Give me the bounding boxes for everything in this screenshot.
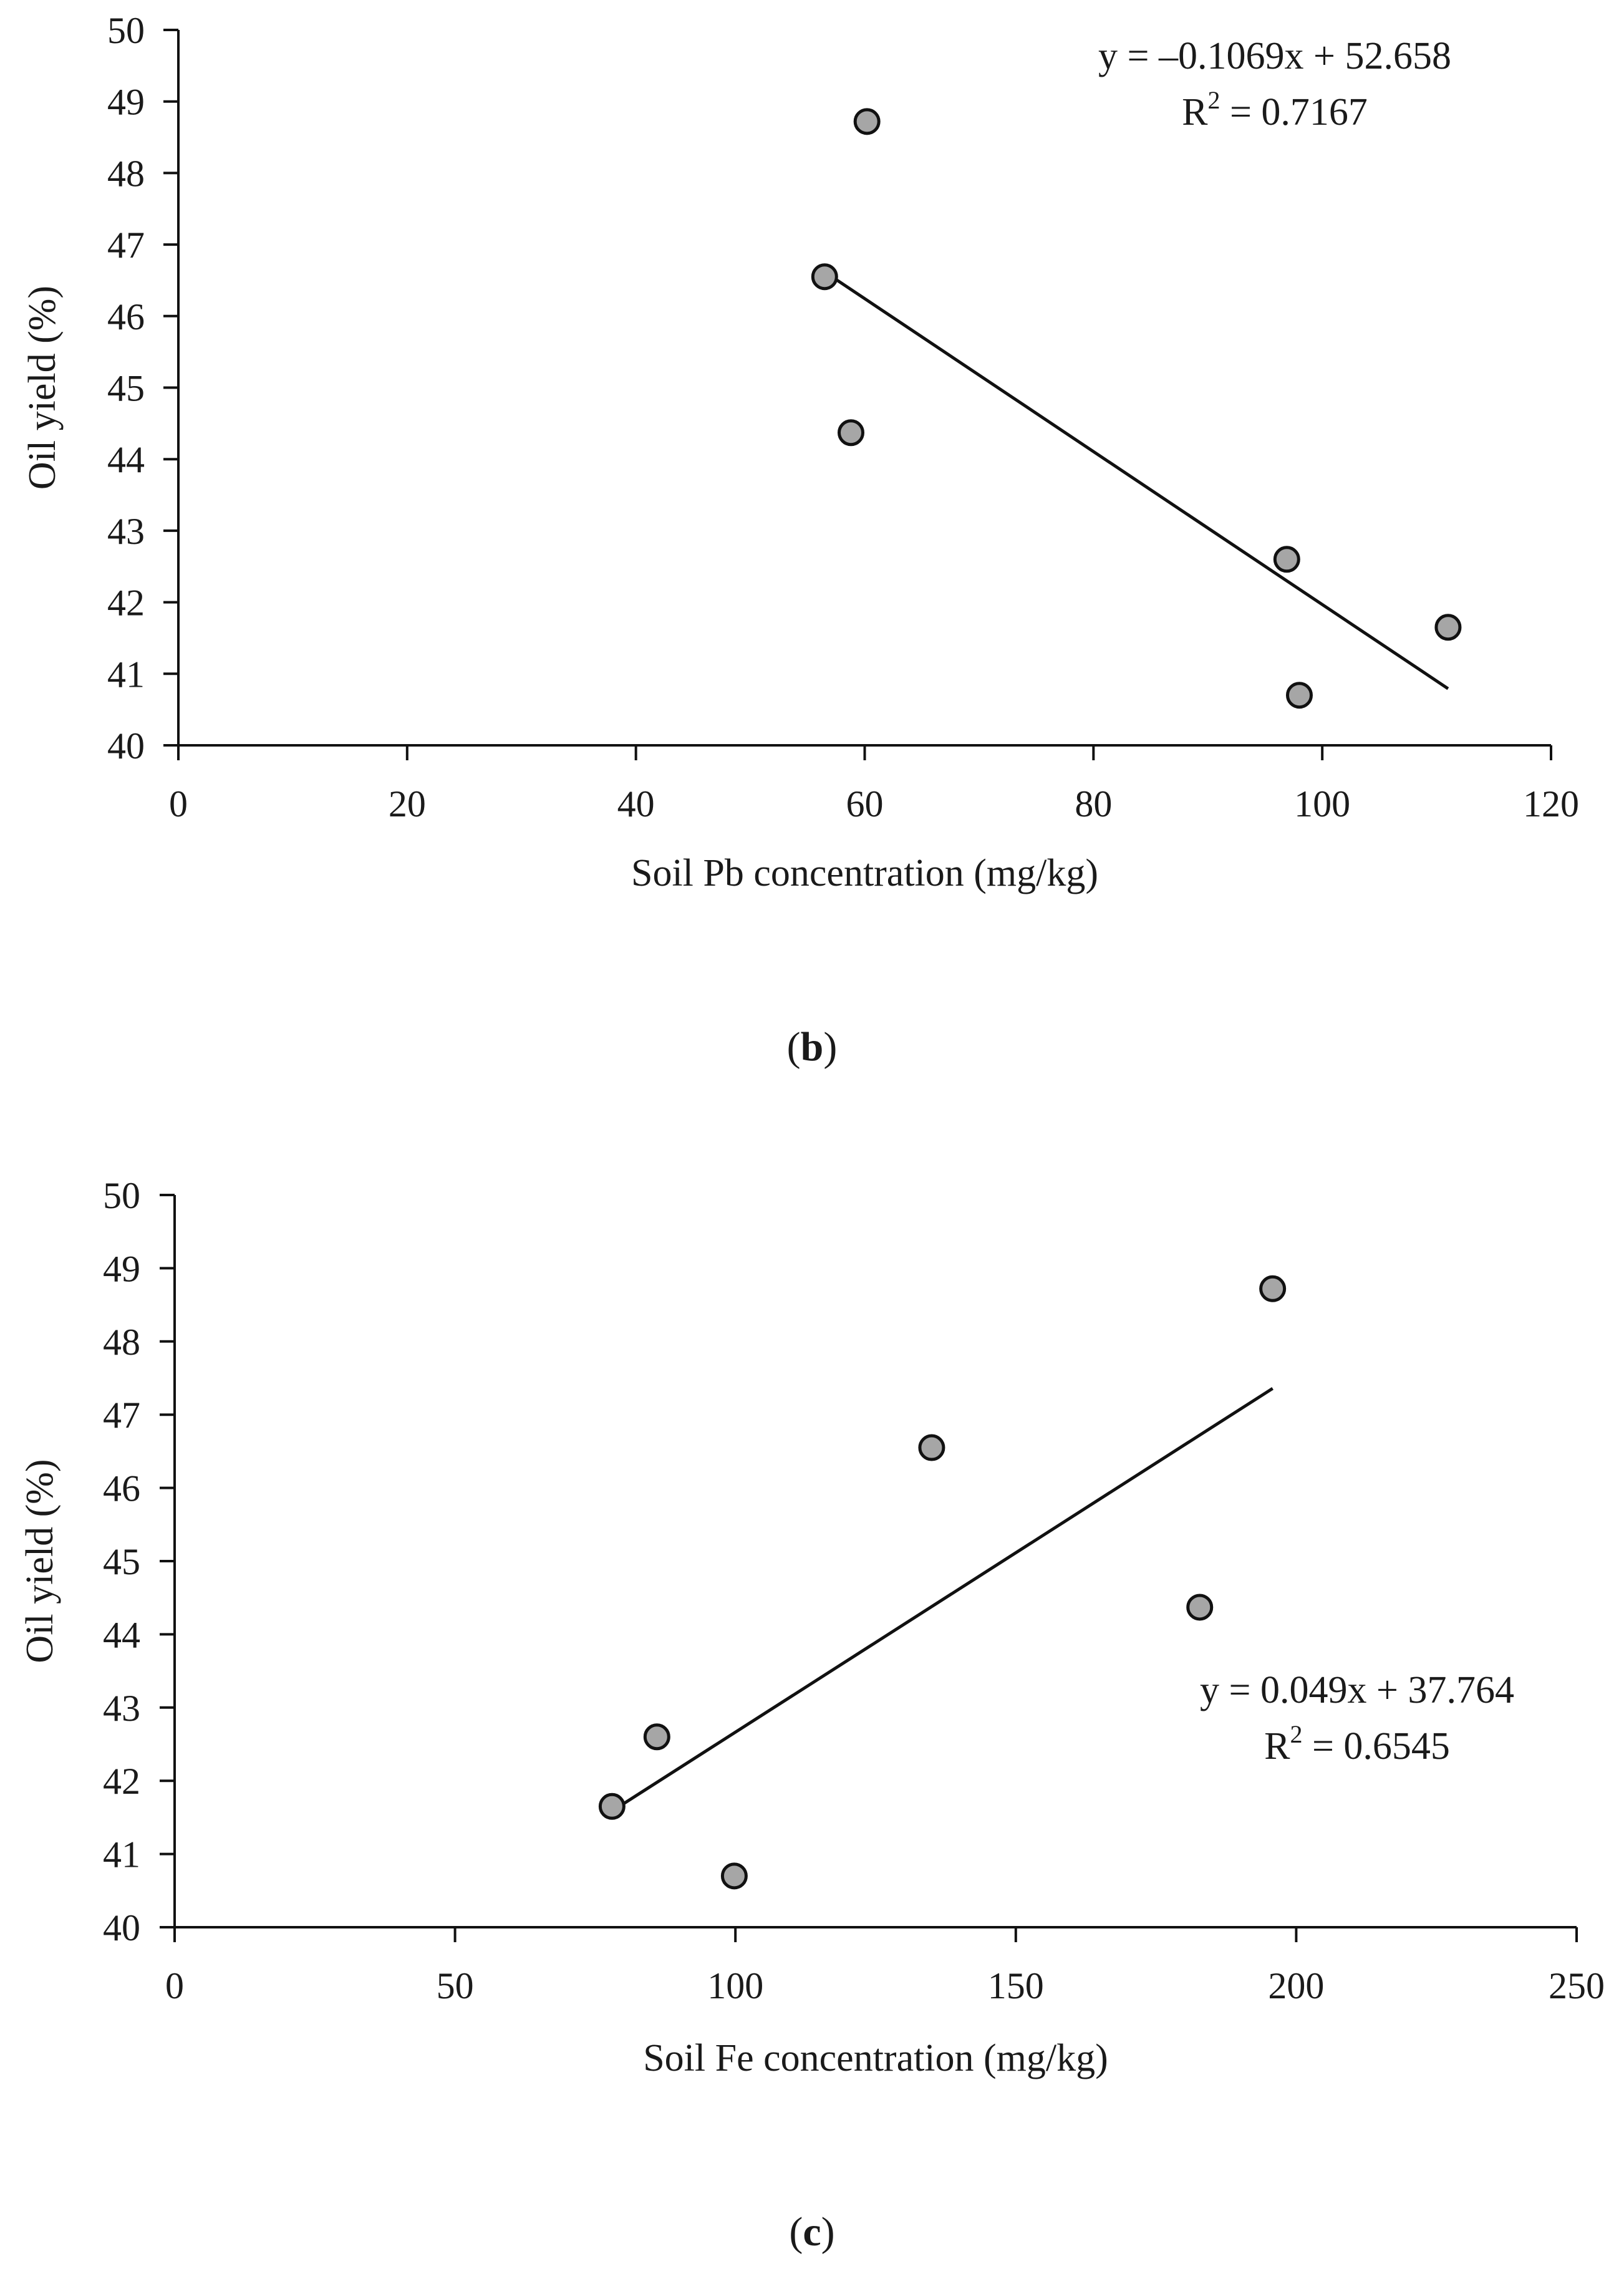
y-tick-label: 40: [103, 1907, 140, 1948]
y-tick-label: 41: [107, 654, 145, 695]
y-tick-label: 45: [107, 368, 145, 409]
y-tick-label: 46: [107, 296, 145, 337]
data-point: [1434, 614, 1462, 641]
y-tick-label: 44: [103, 1614, 140, 1655]
y-tick-label: 47: [107, 225, 145, 266]
x-tick-label: 80: [1075, 783, 1112, 825]
panel-label-open: (: [787, 1024, 801, 1070]
data-point: [918, 1434, 945, 1461]
x-tick-label: 120: [1523, 783, 1579, 825]
y-tick-label: 49: [103, 1248, 140, 1289]
r-squared: R2 = 0.6545: [1264, 1720, 1450, 1768]
y-tick-label: 48: [103, 1322, 140, 1363]
x-tick-label: 0: [169, 783, 188, 825]
x-tick-label: 100: [707, 1965, 763, 2006]
r-squared-prefix: R: [1182, 91, 1208, 133]
trendline-equation: y = 0.049x + 37.764: [1200, 1669, 1514, 1711]
panel-label: (c): [789, 2209, 834, 2255]
x-tick-label: 250: [1549, 1965, 1605, 2006]
x-tick-label: 0: [165, 1965, 184, 2006]
y-tick-label: 43: [103, 1688, 140, 1729]
data-point: [598, 1793, 626, 1820]
y-tick-label: 42: [107, 583, 145, 624]
r-squared: R2 = 0.7167: [1182, 86, 1368, 133]
r-squared-superscript: 2: [1207, 86, 1220, 114]
r-squared-prefix: R: [1264, 1725, 1290, 1768]
y-tick-label: 49: [107, 82, 145, 123]
panel-label-open: (: [789, 2209, 803, 2255]
y-tick-label: 40: [107, 725, 145, 767]
data-point: [1273, 546, 1300, 573]
panel-label-letter: b: [801, 1024, 824, 1070]
data-point: [1259, 1275, 1287, 1302]
y-tick-label: 48: [107, 153, 145, 194]
y-tick-label: 44: [107, 439, 145, 480]
chart-pb: 40 41 42 43 44 45 46 47 48 49 50 0 20 40 60 80 100 120 Soi…: [21, 10, 1579, 1070]
data-point: [643, 1723, 670, 1751]
y-tick-label: 50: [107, 10, 145, 51]
panel-label-close: ): [823, 1024, 837, 1070]
chart-fe: 40 41 42 43 44 45 46 47 48 49 50 0 50 100 150 200 250 Soi…: [19, 1175, 1605, 2255]
x-tick-label: 40: [617, 783, 655, 825]
y-axis-title: Oil yield (%): [19, 1459, 61, 1663]
y-tick-label: 46: [103, 1468, 140, 1509]
y-tick-label: 43: [107, 511, 145, 552]
y-axis-title: Oil yield (%): [21, 286, 64, 490]
y-tick-label: 41: [103, 1834, 140, 1875]
r-squared-value: = 0.6545: [1302, 1725, 1449, 1768]
y-tick-label: 50: [103, 1175, 140, 1216]
y-tick-label: 42: [103, 1761, 140, 1802]
data-point: [1285, 682, 1313, 709]
data-point: [837, 419, 864, 447]
data-point: [1186, 1594, 1214, 1621]
r-squared-superscript: 2: [1290, 1720, 1302, 1748]
x-tick-label: 100: [1294, 783, 1350, 825]
r-squared-value: = 0.7167: [1220, 91, 1367, 133]
panel-label-close: ): [821, 2209, 835, 2255]
trendline: [823, 270, 1449, 690]
panel-label-letter: c: [803, 2209, 821, 2255]
trendline-equation: y = –0.1069x + 52.658: [1098, 35, 1451, 77]
x-tick-label: 150: [988, 1965, 1044, 2006]
y-tick-label: 47: [103, 1395, 140, 1436]
data-point: [853, 108, 881, 135]
x-axis-title: Soil Pb concentration (mg/kg): [631, 852, 1098, 894]
x-tick-label: 50: [437, 1965, 474, 2006]
x-axis-title: Soil Fe concentration (mg/kg): [643, 2037, 1108, 2079]
x-tick-label: 60: [846, 783, 884, 825]
trendline: [611, 1387, 1274, 1812]
panel-label: (b): [787, 1024, 838, 1070]
data-point: [720, 1862, 748, 1890]
data-point: [811, 263, 838, 291]
y-tick-label: 45: [103, 1541, 140, 1582]
x-tick-label: 20: [389, 783, 426, 825]
x-tick-label: 200: [1268, 1965, 1324, 2006]
